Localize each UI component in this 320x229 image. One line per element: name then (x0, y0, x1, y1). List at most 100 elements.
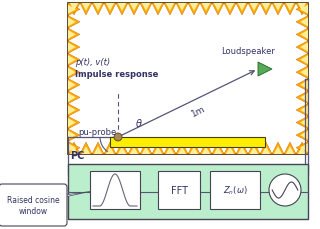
Bar (158, 171, 200, 209)
Polygon shape (68, 29, 80, 42)
Polygon shape (300, 43, 308, 52)
Polygon shape (68, 142, 80, 154)
Text: pu-probe: pu-probe (78, 128, 116, 137)
Polygon shape (55, 192, 90, 199)
Polygon shape (130, 147, 138, 154)
Polygon shape (68, 67, 80, 79)
Polygon shape (68, 119, 76, 128)
Polygon shape (68, 144, 76, 153)
Polygon shape (236, 142, 248, 154)
Polygon shape (68, 106, 76, 115)
Text: Impulse response: Impulse response (75, 70, 158, 79)
Polygon shape (300, 81, 308, 90)
Text: 1m: 1m (189, 104, 206, 119)
Polygon shape (128, 4, 140, 16)
Polygon shape (70, 4, 78, 12)
Polygon shape (214, 147, 222, 154)
Polygon shape (260, 4, 272, 16)
Polygon shape (262, 147, 270, 154)
Polygon shape (298, 4, 306, 12)
Polygon shape (92, 4, 104, 16)
Polygon shape (68, 131, 76, 140)
Polygon shape (300, 119, 308, 128)
Polygon shape (190, 147, 198, 154)
Polygon shape (284, 142, 296, 154)
Polygon shape (104, 142, 116, 154)
Polygon shape (296, 142, 308, 154)
Polygon shape (68, 16, 80, 29)
Polygon shape (128, 142, 140, 154)
Polygon shape (300, 68, 308, 77)
Polygon shape (152, 4, 164, 16)
Polygon shape (68, 54, 80, 67)
Polygon shape (300, 106, 308, 115)
Polygon shape (116, 4, 128, 16)
Polygon shape (188, 142, 200, 154)
Polygon shape (68, 56, 76, 65)
Polygon shape (140, 142, 152, 154)
Polygon shape (296, 29, 308, 42)
Polygon shape (258, 63, 272, 77)
Polygon shape (68, 68, 76, 77)
Polygon shape (176, 4, 188, 16)
Polygon shape (142, 147, 150, 154)
Text: $Z_n(\omega)$: $Z_n(\omega)$ (223, 184, 247, 196)
Polygon shape (296, 42, 308, 54)
Circle shape (269, 174, 301, 206)
Polygon shape (166, 147, 174, 154)
Bar (68, 4, 308, 154)
Polygon shape (106, 147, 114, 154)
Polygon shape (130, 4, 138, 12)
Polygon shape (80, 4, 92, 16)
Polygon shape (300, 31, 308, 40)
Polygon shape (68, 31, 76, 40)
Polygon shape (92, 142, 104, 154)
Polygon shape (274, 147, 282, 154)
Polygon shape (154, 147, 162, 154)
Polygon shape (104, 4, 116, 16)
Polygon shape (68, 81, 76, 90)
Polygon shape (200, 4, 212, 16)
Bar (110, 137, 265, 147)
Circle shape (114, 134, 122, 141)
Polygon shape (300, 93, 308, 102)
Bar (90, 171, 140, 209)
Polygon shape (226, 4, 234, 12)
Polygon shape (298, 147, 306, 154)
Polygon shape (68, 92, 80, 104)
Polygon shape (262, 4, 270, 12)
Polygon shape (200, 142, 212, 154)
Polygon shape (118, 147, 126, 154)
Polygon shape (250, 147, 258, 154)
Polygon shape (188, 4, 200, 16)
FancyBboxPatch shape (0, 184, 67, 226)
Polygon shape (238, 147, 246, 154)
Polygon shape (272, 4, 284, 16)
Polygon shape (82, 4, 90, 12)
Polygon shape (296, 4, 308, 16)
Polygon shape (296, 129, 308, 142)
Polygon shape (68, 18, 76, 27)
Polygon shape (164, 142, 176, 154)
Polygon shape (272, 142, 284, 154)
Polygon shape (296, 54, 308, 67)
Polygon shape (118, 4, 126, 12)
Polygon shape (224, 4, 236, 16)
Polygon shape (140, 4, 152, 16)
Polygon shape (248, 142, 260, 154)
Bar (68, 164, 308, 219)
Polygon shape (226, 147, 234, 154)
Text: PC: PC (70, 150, 84, 160)
Polygon shape (68, 93, 76, 102)
Polygon shape (94, 4, 102, 12)
Polygon shape (68, 43, 76, 52)
Polygon shape (202, 147, 210, 154)
Polygon shape (300, 18, 308, 27)
Polygon shape (296, 67, 308, 79)
Polygon shape (300, 56, 308, 65)
Polygon shape (178, 4, 186, 12)
Polygon shape (274, 4, 282, 12)
Polygon shape (68, 104, 80, 117)
Polygon shape (284, 4, 296, 16)
Polygon shape (116, 142, 128, 154)
